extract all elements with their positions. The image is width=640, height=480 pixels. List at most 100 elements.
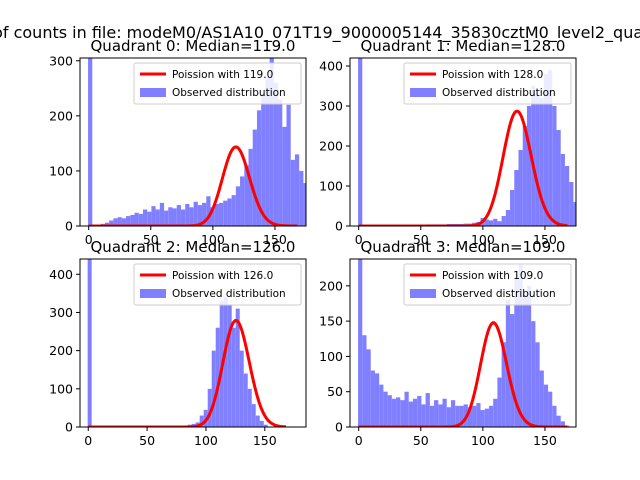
histogram-bar [164,210,169,226]
histogram-bar [526,285,532,427]
histogram-bar [265,77,270,226]
histogram-bar [488,405,494,427]
y-tick-label: 400 [319,59,343,74]
histogram-bar [522,126,527,226]
y-tick-label: 100 [319,179,343,194]
histogram-bar [455,405,460,427]
legend-hist-label: Observed distribution [172,288,286,300]
x-tick-label: 150 [533,232,557,247]
histogram-bar [121,218,127,226]
histogram-bar [480,410,485,427]
histogram-bar [518,150,523,226]
x-tick-label: 150 [533,433,557,448]
histogram-bar [518,264,523,427]
histogram-bar [172,208,177,226]
histogram-bar [255,415,260,427]
histogram-bar [425,393,430,427]
axes-title: Quadrant 0: Median=119.0 [91,37,296,55]
poisson-curve [358,321,568,427]
legend-frame [403,263,572,306]
histogram-bar [429,405,435,427]
histogram-bar [109,220,114,226]
quadrant-2-axes: 0 50 100 150 0 100 200 300 400 Quadrant 2: Median… [49,238,307,448]
histogram-bar [493,398,498,427]
histogram-bar [459,405,464,427]
histogram-bar [223,297,228,427]
histogram-bar [231,327,236,427]
legend: Poission with 126.0 Observed distribution [133,263,302,306]
histogram-bar [235,308,240,427]
y-tick-label: 0 [335,420,343,435]
histogram-bar [569,182,574,226]
x-tick-label: 150 [253,433,277,448]
histogram-bar [126,216,131,226]
histogram-bar [215,327,220,427]
histogram-bar [259,420,264,427]
histogram-bar [104,222,110,226]
histogram-bar [88,58,93,226]
histogram-bar [556,415,561,427]
axes-frame [79,258,307,428]
y-tick-label: 300 [49,305,73,320]
histogram-bar [168,207,173,226]
histogram-bars [358,58,576,226]
histogram-bar [417,395,422,427]
histogram-bar [438,404,443,427]
histogram-bar [408,401,413,427]
histogram-bar [552,106,557,226]
y-tick-label: 100 [49,381,73,396]
histogram-bar [383,391,388,427]
histogram-bar [484,219,489,226]
histogram-bar [248,148,253,226]
legend-frame [133,62,302,105]
histogram-bar [211,350,216,427]
histogram-bar [87,259,92,427]
histogram-bar [185,203,190,226]
histogram-bar [223,200,228,226]
histogram-bar [290,159,295,226]
histogram-bar [484,408,489,427]
x-tick-label: 100 [201,232,225,247]
histogram-bar [138,213,143,226]
histogram-bar [180,209,186,226]
y-tick-label: 0 [65,420,73,435]
histogram-bar [189,207,194,226]
histogram-bar [396,397,401,427]
histogram-bar [193,201,198,226]
legend-hist-swatch [410,289,436,298]
legend-hist-label: Observed distribution [172,87,286,99]
figure-suptitle: Histogram of counts in file: modeM0/AS1A… [0,23,640,43]
y-tick-label: 100 [49,163,73,178]
x-tick-label: 50 [139,433,155,448]
histogram-bar [552,405,557,427]
histogram-bar [374,373,380,427]
histogram-bar [207,388,212,427]
histogram-bar [514,170,519,226]
histogram-bar [531,321,536,427]
y-tick-label: 200 [49,343,73,358]
y-tick-label: 0 [335,219,343,234]
histogram-bar [476,403,481,427]
axes-frame [349,57,577,227]
y-tick-label: 200 [319,278,343,293]
histogram-bar [176,205,181,226]
histogram-bar [202,202,207,226]
histogram-bar [251,404,256,427]
histogram-bar [159,202,165,226]
histogram-bar [273,82,279,226]
histogram-bar [214,203,219,226]
histogram-bar [316,219,320,226]
legend: Poission with 109.0 Observed distribution [403,263,572,306]
histogram-bar [543,74,549,226]
histogram-bar [134,212,139,226]
x-tick-label: 50 [413,433,429,448]
histogram-bar [514,278,519,427]
histogram-bar [312,209,316,226]
axes-frame [349,258,577,428]
y-tick-label: 0 [65,219,73,234]
histogram-bar [113,218,118,226]
histogram-bar [421,404,426,427]
axes-frame [79,57,307,227]
histogram-bar [556,130,561,226]
histogram-bar [501,216,506,226]
